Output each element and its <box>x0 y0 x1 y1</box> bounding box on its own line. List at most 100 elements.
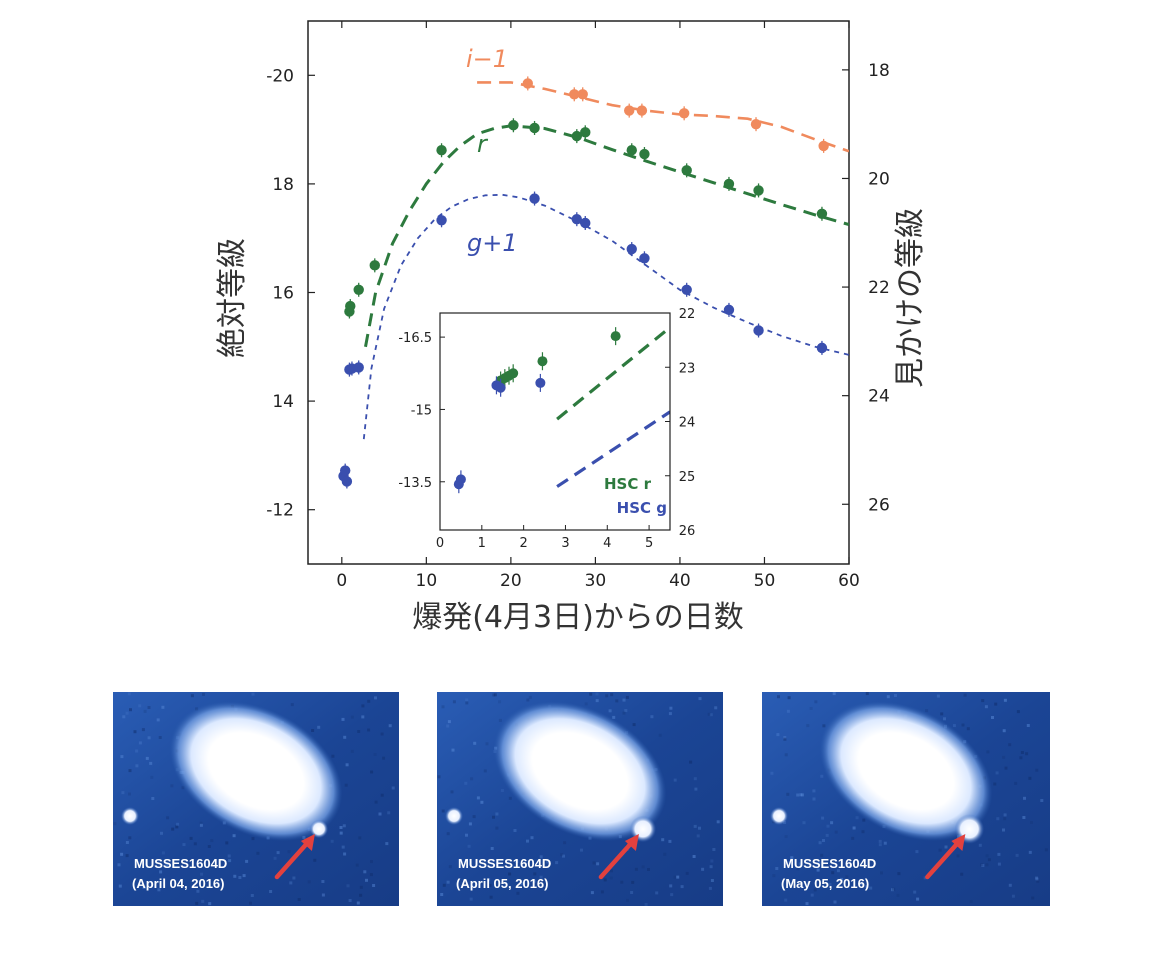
inset-model-1 <box>556 410 670 488</box>
noise-speck <box>1022 816 1026 819</box>
y-tick-label: -20 <box>266 66 294 86</box>
noise-speck <box>370 770 374 774</box>
noise-speck <box>980 863 984 867</box>
noise-speck <box>149 761 153 765</box>
data-point <box>816 342 828 354</box>
noise-speck <box>913 890 917 894</box>
noise-speck <box>160 831 163 835</box>
noise-speck <box>374 696 377 700</box>
noise-speck <box>387 811 391 815</box>
noise-speck <box>966 727 970 731</box>
noise-speck <box>701 867 705 871</box>
noise-speck <box>358 836 362 840</box>
noise-speck <box>984 705 988 709</box>
noise-speck <box>442 883 446 887</box>
noise-speck <box>710 859 714 863</box>
noise-speck <box>969 900 973 903</box>
inset-background <box>440 313 670 530</box>
noise-speck <box>493 693 497 697</box>
data-point <box>626 145 637 156</box>
noise-speck <box>369 873 373 877</box>
noise-speck <box>120 755 124 759</box>
noise-speck <box>498 718 502 722</box>
data-point <box>624 105 635 116</box>
noise-speck <box>201 899 205 903</box>
noise-speck <box>1019 756 1023 760</box>
noise-speck <box>770 771 774 775</box>
noise-speck <box>120 852 124 856</box>
noise-speck <box>647 868 650 871</box>
noise-speck <box>1036 879 1040 883</box>
noise-speck <box>820 853 824 857</box>
noise-speck <box>495 812 499 816</box>
noise-speck <box>1035 877 1039 881</box>
noise-speck <box>113 822 117 826</box>
noise-speck <box>714 706 718 710</box>
photo-object-name: MUSSES1604D <box>458 856 551 871</box>
noise-speck <box>145 756 149 760</box>
data-point <box>750 118 762 130</box>
noise-speck <box>680 885 684 889</box>
inset-x-tick-label: 3 <box>561 536 569 551</box>
noise-speck <box>692 855 696 858</box>
noise-speck <box>812 797 816 801</box>
noise-speck <box>818 841 822 845</box>
noise-speck <box>592 861 596 865</box>
noise-speck <box>1003 817 1007 821</box>
y-tick-label: 16 <box>272 284 294 304</box>
data-point <box>436 215 447 226</box>
noise-speck <box>311 729 315 732</box>
inset-data-point <box>610 331 621 342</box>
pointer-arrow <box>598 836 638 880</box>
noise-speck <box>473 741 477 745</box>
noise-speck <box>813 888 817 892</box>
noise-speck <box>952 724 956 728</box>
inset-data-point <box>495 382 506 393</box>
noise-speck <box>1016 710 1020 714</box>
noise-speck <box>848 864 852 868</box>
noise-speck <box>365 878 368 882</box>
noise-speck <box>487 878 491 882</box>
noise-speck <box>776 733 780 737</box>
noise-speck <box>469 897 473 901</box>
noise-speck <box>441 705 445 709</box>
noise-speck <box>357 730 361 733</box>
photo-object-name: MUSSES1604D <box>783 856 876 871</box>
data-point <box>723 178 735 190</box>
noise-speck <box>287 850 291 854</box>
noise-speck <box>825 833 829 837</box>
noise-speck <box>609 876 613 880</box>
data-point <box>529 193 540 204</box>
noise-speck <box>1011 894 1015 898</box>
model-curve-0 <box>477 81 849 153</box>
noise-speck <box>632 723 636 727</box>
noise-speck <box>710 879 714 882</box>
noise-speck <box>207 845 211 848</box>
noise-speck <box>1030 821 1033 824</box>
data-point <box>580 127 591 138</box>
noise-speck <box>232 834 236 838</box>
noise-speck <box>342 824 346 828</box>
photo-date: (May 05, 2016) <box>781 876 869 891</box>
noise-speck <box>147 706 151 709</box>
noise-speck <box>147 736 151 740</box>
noise-speck <box>673 875 677 879</box>
x-tick-label: 60 <box>838 571 860 591</box>
noise-speck <box>200 872 204 876</box>
noise-speck <box>516 891 520 895</box>
data-point <box>639 253 650 264</box>
noise-speck <box>526 698 530 702</box>
noise-speck <box>380 732 384 736</box>
noise-speck <box>986 750 990 754</box>
noise-speck <box>862 818 866 822</box>
noise-speck <box>158 736 162 739</box>
noise-speck <box>709 865 713 869</box>
noise-speck <box>861 830 865 834</box>
noise-speck <box>936 694 940 698</box>
noise-speck <box>622 698 626 702</box>
noise-speck <box>836 869 840 873</box>
noise-speck <box>343 735 347 739</box>
inset-model-0 <box>556 326 670 421</box>
noise-speck <box>171 827 175 831</box>
host-galaxy <box>819 701 993 841</box>
